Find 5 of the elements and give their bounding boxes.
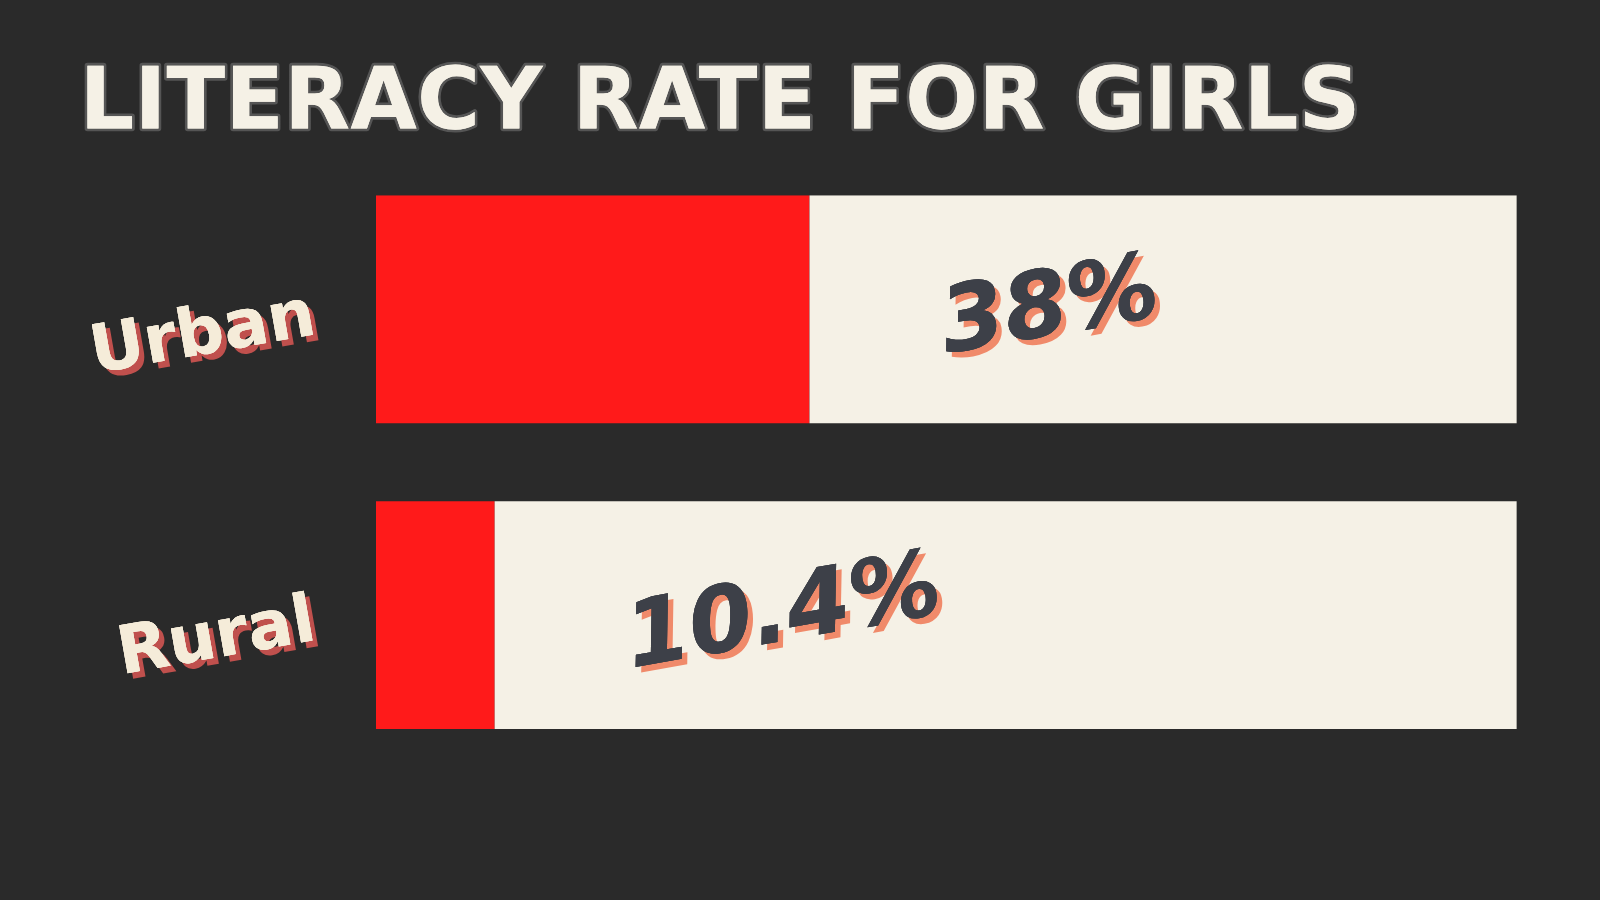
data-label: 38%	[934, 248, 1161, 358]
chart-title: LITERACY RATE FOR GIRLS	[87, 64, 1355, 130]
data-label: 10.4%	[623, 546, 943, 673]
y-tick-label: Urban	[91, 284, 319, 376]
y-tick-label: Rural	[118, 590, 319, 679]
